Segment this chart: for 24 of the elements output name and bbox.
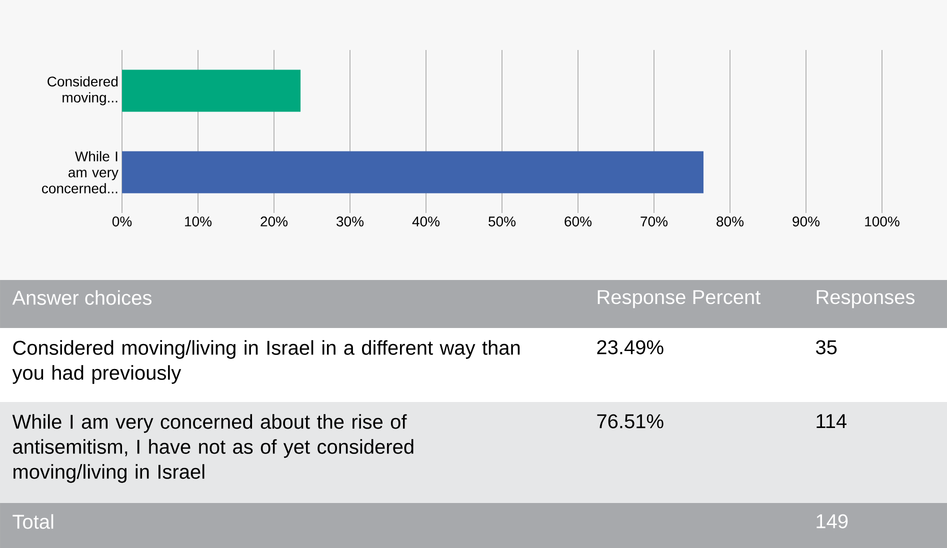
text: 76.51% <box>597 414 664 428</box>
y-tick-label: While I am very concerned... <box>42 151 118 194</box>
x-tick-label: 20% <box>260 216 288 226</box>
text: 23.49% <box>597 340 664 354</box>
x-tick-label: 10% <box>185 216 212 226</box>
text: Responses <box>816 290 915 308</box>
text: 35 <box>816 340 837 354</box>
x-tick-label: 30% <box>336 216 364 226</box>
x-tick-label: 70% <box>640 216 668 226</box>
text: Total <box>12 514 54 529</box>
x-tick-label: 40% <box>412 216 440 226</box>
text: Response Percent <box>598 290 761 308</box>
x-tick-label: 50% <box>488 216 516 226</box>
text: 149 <box>816 514 848 528</box>
x-tick-label: 80% <box>716 216 744 226</box>
text: Considered moving/living in Israel in a different way than you had previously <box>12 340 520 384</box>
text: While I am very concerned about the rise of antisemitism, I have not as of yet considered moving/living in Israel <box>12 414 414 483</box>
x-tick-label: 90% <box>792 216 820 226</box>
x-tick-label: 0% <box>112 216 132 226</box>
x-tick-label: 60% <box>564 216 592 226</box>
x-tick-label: 100% <box>865 216 900 226</box>
text: 114 <box>816 414 846 428</box>
text: Answer choices <box>12 290 152 305</box>
y-tick-label: Considered moving... <box>48 76 118 106</box>
